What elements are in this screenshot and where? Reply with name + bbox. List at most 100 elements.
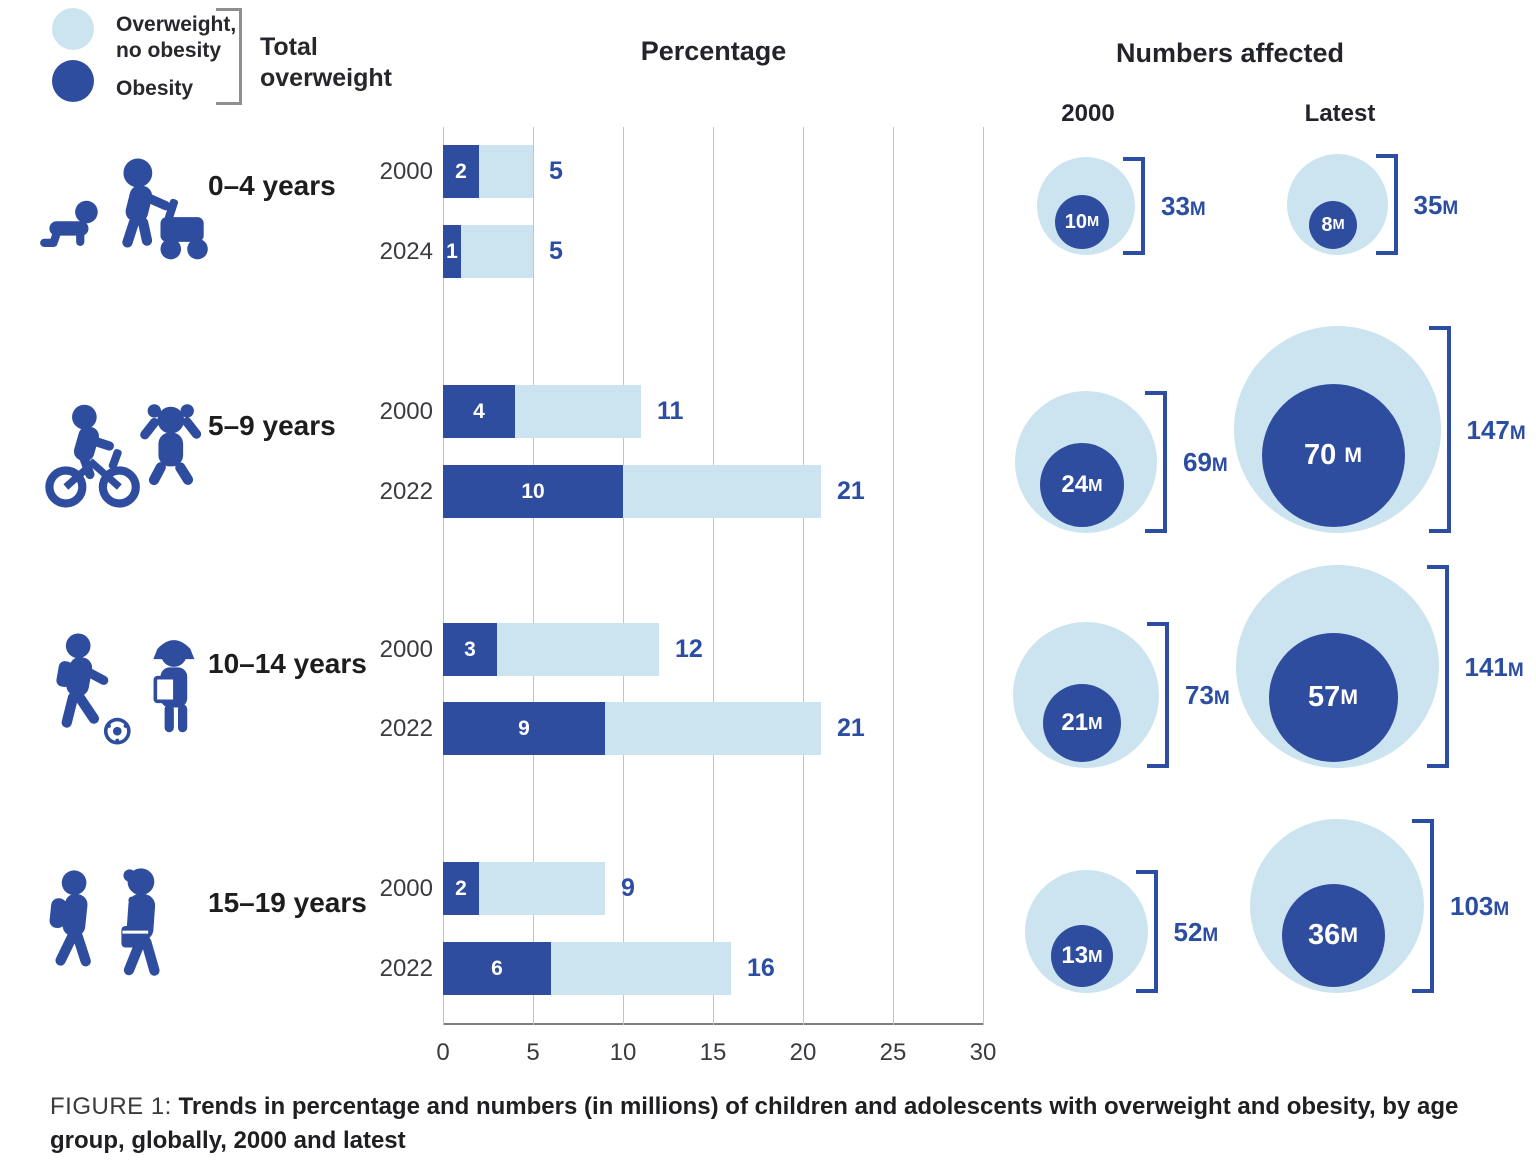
teenagers-walking-with-bags-icon xyxy=(35,853,215,1003)
figure-caption: FIGURE 1: Trends in percentage and numbe… xyxy=(50,1090,1486,1158)
obesity-value-label: 4 xyxy=(473,399,485,423)
overweight-no-obesity-segment xyxy=(605,702,821,755)
obesity-millions-value: 13 xyxy=(1061,942,1089,969)
obesity-circle-0–4 years-latest: 8M xyxy=(1309,201,1357,249)
total-millions-label-10–14 years-latest: 141M xyxy=(1465,649,1524,685)
gridline-30 xyxy=(983,127,984,1025)
x-axis-tick-5: 5 xyxy=(526,1039,540,1066)
total-overweight-value-label: 21 xyxy=(837,714,865,742)
obesity-swatch xyxy=(52,60,94,102)
gridline-20 xyxy=(803,127,804,1025)
total-millions-value: 69 xyxy=(1183,447,1212,477)
total-bracket-10–14 years-y2000 xyxy=(1147,622,1169,768)
gridline-5 xyxy=(533,127,534,1025)
total-millions-label-0–4 years-y2000: 33M xyxy=(1161,188,1206,224)
obesity-millions-value: 24 xyxy=(1061,471,1089,498)
millions-unit: M xyxy=(1211,455,1228,476)
x-axis-tick-10: 10 xyxy=(609,1039,637,1066)
age-group-label-5-9: 5–9 years xyxy=(208,410,336,441)
gridline-10 xyxy=(623,127,624,1025)
bar-year-label: 2000 xyxy=(379,636,433,663)
total-bracket-15–19 years-y2000 xyxy=(1135,870,1158,993)
x-axis-tick-30: 30 xyxy=(969,1039,997,1066)
total-millions-value: 33 xyxy=(1161,191,1190,221)
gridline-25 xyxy=(893,127,894,1025)
bar-year-label: 2000 xyxy=(379,875,433,902)
total-millions-value: 147 xyxy=(1466,414,1510,445)
x-axis-tick-20: 20 xyxy=(789,1039,817,1066)
total-millions-value: 73 xyxy=(1185,680,1214,710)
millions-unit: M xyxy=(1493,899,1510,920)
bar-year-label: 2022 xyxy=(379,955,433,982)
bar-row-5–9 years-2000: 2000 4 11 xyxy=(380,385,683,438)
millions-unit: M xyxy=(1213,688,1230,709)
bar-row-10–14 years-2000: 2000 3 12 xyxy=(380,623,703,676)
age-group-label-0-4: 0–4 years xyxy=(208,170,336,201)
obesity-value-label: 3 xyxy=(464,637,476,661)
total-millions-label-10–14 years-y2000: 73M xyxy=(1185,677,1230,713)
obesity-circle-15–19 years-latest: 36 M xyxy=(1281,884,1385,987)
obesity-value-label: 10 xyxy=(521,479,545,503)
millions-unit: M xyxy=(1442,197,1459,219)
total-overweight-value-label: 11 xyxy=(657,397,684,425)
bar-row-15–19 years-2000: 2000 2 9 xyxy=(380,862,635,915)
total-overweight-value-label: 9 xyxy=(621,874,635,902)
figure-caption-text: Trends in percentage and numbers (in mil… xyxy=(50,1093,1459,1154)
obesity-value-label: 2 xyxy=(455,876,467,900)
bar-year-label: 2022 xyxy=(379,478,433,505)
millions-unit: M xyxy=(1340,923,1358,947)
overweight-no-obesity-segment xyxy=(497,623,659,676)
x-axis-tick-25: 25 xyxy=(879,1039,907,1066)
total-overweight-value-label: 21 xyxy=(837,477,865,505)
bar-row-0–4 years-2000: 2000 2 5 xyxy=(380,145,563,198)
obesity-circle-10–14 years-y2000: 21 M xyxy=(1043,684,1121,762)
total-millions-label-5–9 years-latest: 147M xyxy=(1467,412,1526,448)
gridline-15 xyxy=(713,127,714,1025)
total-bracket-5–9 years-y2000 xyxy=(1145,391,1167,533)
overweight-no-obesity-segment xyxy=(623,465,821,518)
millions-unit: M xyxy=(1507,659,1524,681)
bar-year-label: 2000 xyxy=(379,398,433,425)
obesity-segment: 3 xyxy=(443,623,497,676)
total-millions-value: 52 xyxy=(1173,916,1203,947)
obesity-segment: 4 xyxy=(443,385,515,438)
obesity-segment: 9 xyxy=(443,702,605,755)
total-bracket-10–14 years-latest xyxy=(1426,565,1449,768)
millions-unit: M xyxy=(1509,422,1526,444)
legend-label-obesity: Obesity xyxy=(116,77,194,100)
overweight-no-obesity-segment xyxy=(479,145,533,198)
x-axis-tick-0: 0 xyxy=(436,1039,450,1066)
obesity-millions-value: 70 xyxy=(1304,439,1345,471)
bar-row-5–9 years-2022: 2022 10 21 xyxy=(380,465,865,518)
figure-number: FIGURE 1: xyxy=(50,1093,172,1120)
total-overweight-value-label: 12 xyxy=(675,635,703,663)
column-2000-header: 2000 xyxy=(1061,100,1115,127)
x-axis-tick-15: 15 xyxy=(699,1039,727,1066)
legend-label-overweight-no-obesity: Overweight, no obesity xyxy=(116,13,237,62)
obesity-millions-value: 36 xyxy=(1308,919,1341,951)
millions-unit: M xyxy=(1087,214,1100,230)
gridline-0 xyxy=(443,127,444,1025)
age-group-label-10-14: 10–14 years xyxy=(208,648,367,679)
total-overweight-bracket xyxy=(216,8,242,105)
overweight-no-obesity-segment xyxy=(479,862,605,915)
total-overweight-value-label: 16 xyxy=(747,954,775,982)
bar-row-15–19 years-2022: 2022 6 16 xyxy=(380,942,775,995)
overweight-no-obesity-swatch xyxy=(52,8,94,50)
millions-unit: M xyxy=(1189,199,1206,220)
total-millions-label-5–9 years-y2000: 69M xyxy=(1183,444,1228,480)
obesity-circle-10–14 years-latest: 57 M xyxy=(1268,633,1398,762)
bar-row-0–4 years-2024: 2024 1 5 xyxy=(380,225,563,278)
obesity-millions-value: 57 xyxy=(1308,681,1341,713)
millions-unit: M xyxy=(1340,685,1358,709)
total-bracket-0–4 years-latest xyxy=(1375,154,1398,255)
obesity-millions-value: 21 xyxy=(1061,709,1089,736)
percentage-plot: 0 5 10 15 20 25 30 2000 2 5 2024 1 5 2000 4 11 2022 10 21 2… xyxy=(380,127,996,1066)
total-overweight-value-label: 5 xyxy=(549,237,563,265)
obesity-segment: 10 xyxy=(443,465,623,518)
bar-year-label: 2000 xyxy=(379,158,433,185)
numbers-affected-header: Numbers affected xyxy=(1115,38,1345,68)
total-bracket-5–9 years-latest xyxy=(1428,326,1451,533)
bar-year-label: 2024 xyxy=(379,238,433,265)
